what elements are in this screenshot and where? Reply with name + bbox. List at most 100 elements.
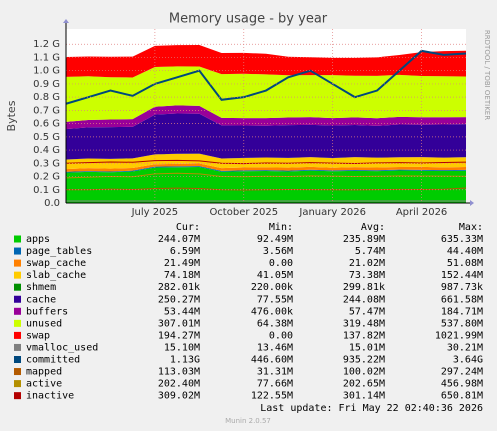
legend-stat: 3.56M	[263, 246, 293, 257]
legend-stat: 202.65M	[343, 379, 385, 390]
legend-swatch	[14, 247, 21, 255]
stacked-area	[66, 153, 466, 170]
legend-swatch	[14, 343, 21, 351]
stacked-area	[66, 45, 466, 78]
y-tick-label: 0.4 G	[33, 145, 60, 156]
y-axis-label: Bytes	[5, 100, 18, 131]
x-tick-label: January 2026	[298, 207, 366, 218]
legend-stat: 235.89M	[343, 234, 385, 245]
legend-stat: 92.49M	[257, 234, 293, 245]
legend-stat: 74.18M	[164, 270, 200, 281]
y-tick-label: 0.8 G	[33, 92, 60, 103]
stacked-area	[66, 167, 466, 203]
y-tick-label: 1.0 G	[33, 66, 60, 77]
legend-stat: 13.46M	[257, 342, 293, 353]
legend-stat: 446.60M	[251, 355, 293, 366]
legend-label: shmem	[26, 282, 56, 293]
legend-label: apps	[26, 234, 50, 245]
legend-stat: 77.66M	[257, 379, 293, 390]
y-tick-label: 0.5 G	[33, 132, 60, 143]
legend-stat: 476.00k	[251, 306, 293, 317]
legend-stat: 100.02M	[343, 367, 385, 378]
y-tick-label: 0.6 G	[33, 119, 60, 130]
legend-stat: 73.38M	[349, 270, 385, 281]
legend-stat: 935.22M	[343, 355, 385, 366]
legend-stat: 250.27M	[158, 294, 200, 305]
legend-stat: 5.74M	[355, 246, 385, 257]
legend-stat: 297.24M	[441, 367, 483, 378]
legend-swatch	[14, 235, 21, 243]
legend-stat: 635.33M	[441, 234, 483, 245]
axis-arrow	[470, 200, 474, 206]
legend-stat: 202.40M	[158, 379, 200, 390]
stacked-area	[66, 163, 466, 172]
legend-label: slab_cache	[26, 270, 86, 281]
legend-stat: 299.81k	[343, 282, 385, 293]
legend-label: committed	[26, 355, 80, 366]
y-tick-label: 0.2 G	[33, 172, 60, 183]
legend-stat: 3.64G	[453, 355, 483, 366]
x-tick-label: April 2026	[396, 207, 447, 218]
legend-column-header: Avg:	[361, 222, 385, 233]
legend-column-header: Max:	[459, 222, 483, 233]
legend-stat: 64.38M	[257, 318, 293, 329]
legend-stat: 152.44M	[441, 270, 483, 281]
legend-stat: 987.73k	[441, 282, 483, 293]
legend-column-header: Min:	[269, 222, 293, 233]
legend-stat: 244.08M	[343, 294, 385, 305]
line	[65, 159, 467, 165]
y-tick-label: 0.0	[44, 198, 60, 209]
legend-stat: 6.59M	[170, 246, 200, 257]
stacked-area	[66, 166, 466, 173]
legend-column-header: Cur:	[176, 222, 200, 233]
legend-swatch	[14, 271, 21, 279]
legend-stat: 307.01M	[158, 318, 200, 329]
legend-label: cache	[26, 294, 56, 305]
legend-swatch	[14, 259, 21, 267]
legend-swatch	[14, 368, 21, 376]
legend-stat: 244.07M	[158, 234, 200, 245]
legend-stat: 44.40M	[447, 246, 483, 257]
legend-stat: 1.13G	[170, 355, 200, 366]
legend-swatch	[14, 380, 21, 388]
legend-stat: 57.47M	[349, 306, 385, 317]
footer: Munin 2.0.57	[225, 417, 271, 425]
legend-label: inactive	[26, 391, 74, 402]
legend-swatch	[14, 307, 21, 315]
legend-label: unused	[26, 318, 62, 329]
legend-stat: 661.58M	[441, 294, 483, 305]
legend-label: buffers	[26, 306, 68, 317]
axis-arrow	[63, 19, 69, 23]
legend-stat: 41.05M	[257, 270, 293, 281]
chart-title: Memory usage - by year	[169, 12, 328, 27]
legend-stat: 53.44M	[164, 306, 200, 317]
legend-swatch	[14, 392, 21, 400]
legend-label: mapped	[26, 367, 62, 378]
y-tick-label: 0.9 G	[33, 79, 60, 90]
legend-stat: 184.71M	[441, 306, 483, 317]
legend-stat: 15.01M	[349, 342, 385, 353]
legend-stat: 0.00	[269, 258, 293, 269]
legend-stat: 220.00k	[251, 282, 293, 293]
legend-stat: 650.81M	[441, 391, 483, 402]
x-tick-label: October 2025	[209, 207, 278, 218]
stacked-area	[66, 113, 466, 160]
legend-stat: 0.00	[269, 330, 293, 341]
legend-stat: 194.27M	[158, 330, 200, 341]
legend-swatch	[14, 283, 21, 291]
legend-stat: 51.08M	[447, 258, 483, 269]
legend-stat: 1021.99M	[435, 330, 483, 341]
legend-label: active	[26, 379, 62, 390]
legend-swatch	[14, 356, 21, 363]
side-text: RRDTOOL / TOBI OETIKER	[483, 30, 491, 120]
y-tick-label: 0.1 G	[33, 185, 60, 196]
x-tick-label: July 2025	[131, 207, 179, 218]
y-tick-label: 1.2 G	[33, 39, 60, 50]
legend-stat: 31.31M	[257, 367, 293, 378]
legend-stat: 15.10M	[164, 342, 200, 353]
legend-label: page_tables	[26, 246, 92, 257]
legend-swatch	[14, 331, 21, 339]
legend-stat: 309.02M	[158, 391, 200, 402]
legend-stat: 21.49M	[164, 258, 200, 269]
